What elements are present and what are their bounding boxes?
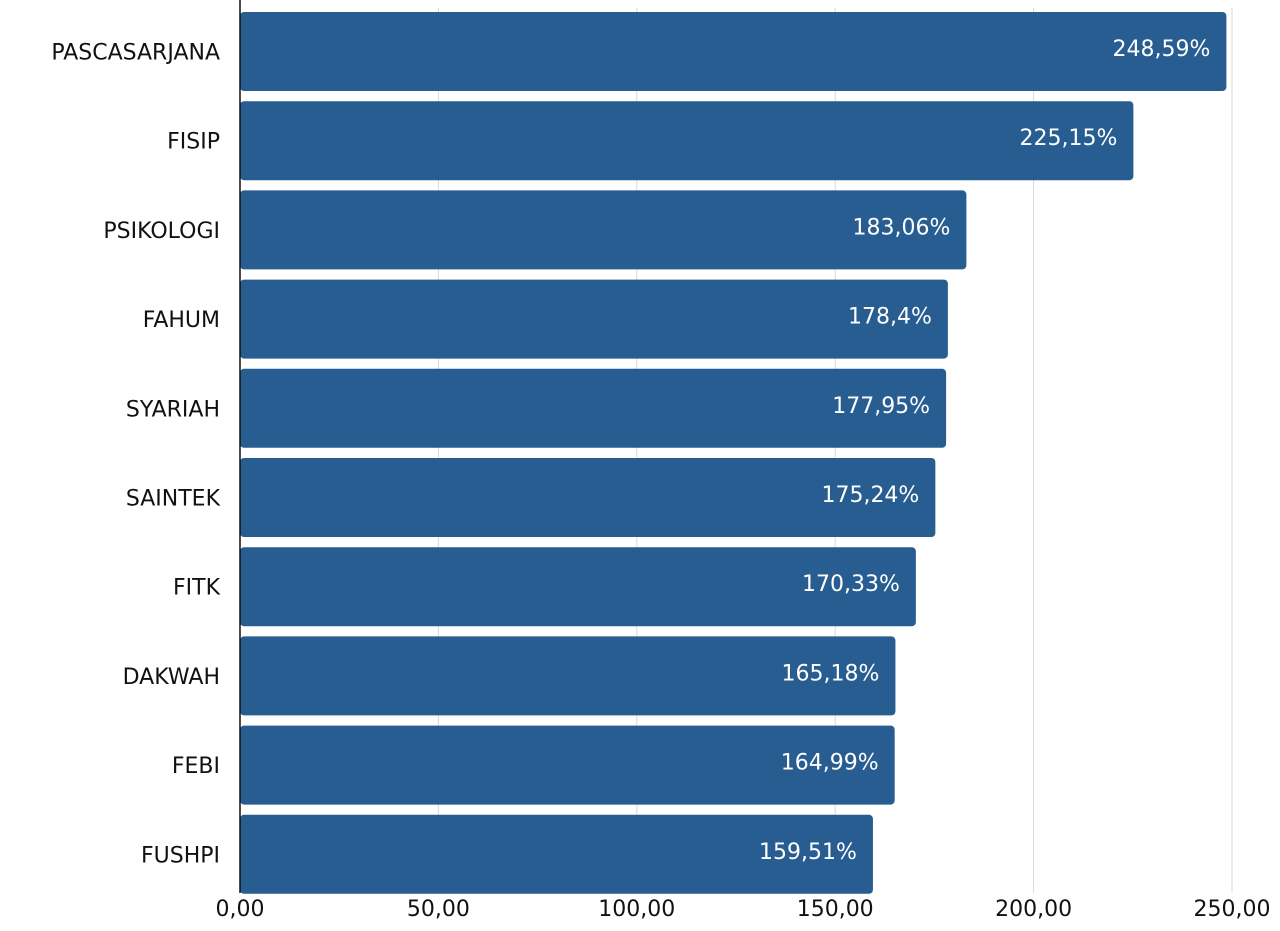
category-label: FUSHPI xyxy=(141,843,220,868)
category-label: SAINTEK xyxy=(126,487,221,512)
data-label: 159,51% xyxy=(759,840,857,865)
category-label: SYARIAH xyxy=(126,397,220,422)
category-label: FISIP xyxy=(167,130,220,155)
bar xyxy=(240,279,948,359)
category-label: DAKWAH xyxy=(123,665,220,690)
x-tick-label: 200,00 xyxy=(995,897,1072,922)
bar xyxy=(240,725,895,805)
category-label: FAHUM xyxy=(143,308,220,333)
bar xyxy=(240,458,936,537)
x-tick-label: 100,00 xyxy=(598,897,675,922)
bar xyxy=(240,12,1227,91)
data-label: 170,33% xyxy=(802,572,900,597)
bar xyxy=(240,547,916,627)
data-label: 175,24% xyxy=(821,483,919,508)
x-tick-label: 50,00 xyxy=(407,897,470,922)
category-label: FITK xyxy=(173,576,221,601)
bar xyxy=(240,368,947,448)
x-tick-label: 0,00 xyxy=(216,897,265,922)
x-tick-label: 150,00 xyxy=(797,897,874,922)
data-label: 248,59% xyxy=(1113,37,1211,62)
category-label: PSIKOLOGI xyxy=(103,219,220,244)
bar-layer xyxy=(240,12,1227,894)
bar xyxy=(240,101,1134,181)
data-label: 165,18% xyxy=(782,661,880,686)
bar xyxy=(240,814,873,894)
data-label: 177,95% xyxy=(832,394,930,419)
category-label: PASCASARJANA xyxy=(51,41,220,66)
x-tick-label: 250,00 xyxy=(1194,897,1271,922)
category-label: FEBI xyxy=(172,754,220,779)
data-label: 164,99% xyxy=(781,751,879,776)
label-layer: 0,00 50,00 100,00 150,00 200,00 250,00 PASCASA… xyxy=(51,37,1270,922)
bar xyxy=(240,190,967,270)
data-label: 178,4% xyxy=(848,305,932,330)
data-label: 225,15% xyxy=(1020,126,1118,151)
bar xyxy=(240,636,896,716)
data-label: 183,06% xyxy=(852,215,950,240)
